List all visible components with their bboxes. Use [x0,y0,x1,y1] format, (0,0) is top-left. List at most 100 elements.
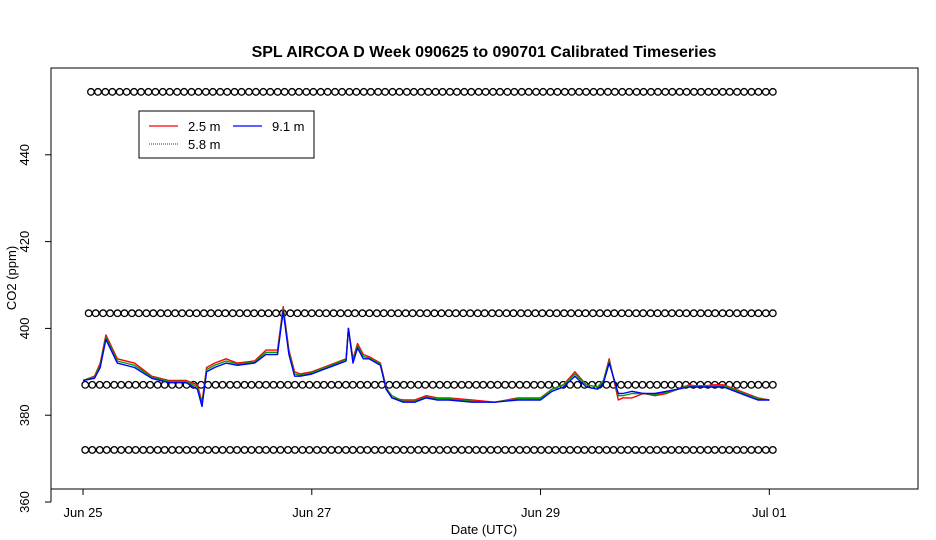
reference-marker [319,380,328,389]
reference-marker [697,87,705,96]
reference-marker [768,380,777,389]
reference-marker [408,309,417,318]
reference-marker [395,87,404,96]
reference-marker [479,380,488,389]
reference-marker [638,380,647,389]
reference-marker [276,445,285,454]
reference-marker [596,87,605,96]
reference-marker [247,380,256,389]
reference-marker [421,380,430,389]
reference-marker [409,87,418,96]
reference-marker [406,380,415,389]
reference-marker [523,309,532,318]
reference-marker [424,87,433,96]
reference-marker [711,87,720,96]
reference-marker [291,445,299,454]
reference-marker [624,309,633,318]
reference-marker [508,380,517,389]
reference-marker [522,445,531,454]
reference-marker [348,445,357,454]
reference-marker [322,309,331,318]
reference-marker [537,380,546,389]
reference-marker [639,87,648,96]
reference-marker [582,87,591,96]
reference-marker [768,309,777,318]
reference-marker [366,87,375,96]
reference-marker [178,309,187,318]
reference-marker [609,445,618,454]
reference-marker [363,380,372,389]
reference-marker [251,87,260,96]
reference-marker [510,87,519,96]
reference-marker [638,445,647,454]
reference-marker [218,380,227,389]
reference-marker [552,309,561,318]
y-tick-label: 400 [17,318,32,340]
reference-marker [435,445,444,454]
reference-marker [262,445,270,454]
reference-marker [250,309,259,318]
x-axis: Jun 25 Jun 27 Jun 29 Jul 01 [64,488,787,520]
reference-marker [580,445,589,454]
reference-marker [581,309,590,318]
x-tick-label: Jun 29 [521,505,560,520]
reference-marker [595,445,603,454]
reference-marker [206,309,215,318]
reference-marker [88,380,97,389]
legend-label-5-8m: 5.8 m [188,137,221,152]
reference-marker [221,309,230,318]
reference-marker [137,87,145,96]
reference-marker [247,445,256,454]
reference-marker [293,309,302,318]
x-tick-label: Jul 01 [752,505,787,520]
reference-marker [160,445,169,454]
reference-marker [668,309,676,318]
reference-marker [681,445,690,454]
y-axis: 360 380 400 420 440 [17,144,52,513]
reference-marker [305,380,314,389]
reference-marker [189,445,198,454]
reference-marker [120,309,129,318]
high-reference-markers [84,309,777,318]
reference-marker [163,309,172,318]
reference-marker [351,309,359,318]
reference-marker [131,445,140,454]
reference-marker [192,309,201,318]
reference-marker [625,87,634,96]
reference-marker [567,309,576,318]
reference-marker [165,87,174,96]
reference-marker [423,309,431,318]
reference-marker [307,309,316,318]
legend-label-2-5m: 2.5 m [188,119,221,134]
reference-marker [392,445,401,454]
reference-marker [394,309,403,318]
series-line-9-1-m [82,310,770,408]
reference-marker [496,87,504,96]
reference-marker [437,309,446,318]
reference-marker [740,309,748,318]
reference-marker [509,309,518,318]
reference-marker [524,87,533,96]
reference-marker [450,445,459,454]
legend-box [138,110,315,159]
reference-marker [567,87,576,96]
reference-marker [117,380,126,389]
series-lines [82,306,770,408]
reference-marker [711,309,720,318]
reference-marker [479,445,488,454]
reference-marker [537,445,546,454]
reference-marker [653,380,661,389]
reference-marker [204,445,213,454]
reference-marker [235,309,244,318]
reference-marker [481,87,490,96]
reference-marker [392,380,401,389]
reference-marker [710,445,719,454]
reference-marker [754,87,763,96]
reference-marker [151,87,160,96]
reference-marker [610,87,619,96]
reference-marker [725,445,734,454]
reference-marker [365,309,374,318]
reference-marker [452,87,461,96]
reference-marker [334,445,343,454]
